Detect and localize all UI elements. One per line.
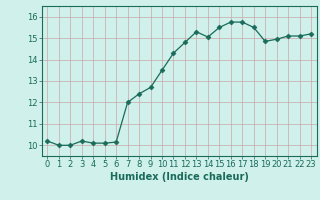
X-axis label: Humidex (Indice chaleur): Humidex (Indice chaleur) xyxy=(110,172,249,182)
